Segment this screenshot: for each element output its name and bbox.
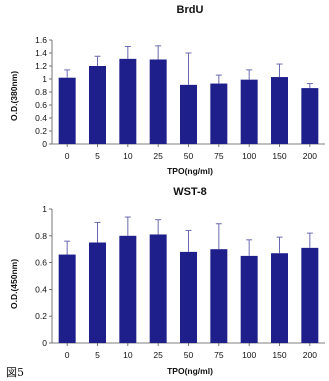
brdu-bar [119, 58, 137, 144]
brdu-y-tick-label: 1.2 [35, 61, 47, 71]
brdu-y-tick-label: 0.4 [35, 113, 47, 123]
brdu-bar [89, 66, 106, 144]
wst8-bar [89, 242, 106, 343]
wst8-x-tick-label: 100 [242, 350, 256, 360]
wst8-x-tick-label: 150 [272, 350, 286, 360]
brdu-chart: BrdU O.D.(380nm) TPO(ng/ml) 0 0.2 0.4 0.6 0.… [9, 4, 325, 176]
wst8-bar [180, 251, 197, 343]
wst8-bar [210, 249, 228, 343]
wst8-y-tick-label: 0.4 [35, 284, 47, 294]
brdu-x-tick-label: 150 [272, 151, 286, 161]
brdu-bar [240, 79, 258, 144]
wst8-x-tick-label: 5 [95, 350, 100, 360]
brdu-x-tick-label: 0 [65, 151, 70, 161]
figure-label: 図5 [6, 366, 24, 379]
brdu-bar [58, 77, 76, 144]
wst8-chart: WST-8 O.D.(450nm) TPO(ng/ml) 0 0.2 0.4 0.6 0… [9, 186, 325, 376]
brdu-y-tick-label: 0.2 [35, 126, 47, 136]
brdu-y-tick-label: 1 [42, 74, 47, 84]
brdu-x-tick-label: 5 [95, 151, 100, 161]
brdu-x-tick-label: 75 [214, 151, 224, 161]
wst8-x-tick-label: 25 [153, 350, 163, 360]
wst8-y-axis-label: O.D.(450nm) [9, 259, 19, 309]
wst8-x-tick-label: 0 [65, 350, 70, 360]
brdu-y-tick-label: 1.4 [35, 48, 47, 58]
brdu-bar [301, 88, 319, 144]
brdu-y-tick-label: 0.8 [35, 87, 47, 97]
brdu-y-tick-label: 0 [42, 139, 47, 149]
wst8-bar [240, 255, 258, 343]
brdu-y-tick-label: 0.6 [35, 100, 47, 110]
wst8-bar [149, 234, 167, 343]
wst8-chart-title: WST-8 [173, 186, 207, 198]
wst8-y-tick-label: 0.6 [35, 258, 47, 268]
brdu-x-axis-label: TPO(ng/ml) [167, 166, 213, 176]
wst8-x-tick-label: 50 [184, 350, 194, 360]
wst8-y-tick-label: 1 [42, 204, 47, 214]
brdu-bar [180, 84, 197, 144]
wst8-bar [271, 253, 288, 343]
wst8-y-tick-label: 0.8 [35, 231, 47, 241]
brdu-chart-title: BrdU [177, 4, 204, 16]
wst8-x-tick-label: 75 [214, 350, 224, 360]
wst8-x-tick-label: 200 [303, 350, 317, 360]
brdu-bar [271, 77, 288, 144]
brdu-x-tick-label: 50 [184, 151, 194, 161]
brdu-bar [149, 59, 167, 144]
brdu-x-tick-label: 10 [123, 151, 133, 161]
wst8-x-axis-label: TPO(ng/ml) [167, 366, 213, 376]
wst8-y-tick-label: 0 [42, 338, 47, 348]
wst8-x-tick-label: 10 [123, 350, 133, 360]
brdu-x-tick-label: 100 [242, 151, 256, 161]
wst8-bar [58, 254, 76, 343]
brdu-x-tick-label: 25 [153, 151, 163, 161]
brdu-bar [210, 83, 228, 144]
wst8-y-tick-label: 0.2 [35, 311, 47, 321]
brdu-x-tick-label: 200 [303, 151, 317, 161]
wst8-bar [301, 247, 319, 343]
brdu-y-tick-label: 1.6 [35, 35, 47, 45]
wst8-bar [119, 235, 137, 343]
brdu-y-axis-label: O.D.(380nm) [9, 71, 19, 121]
